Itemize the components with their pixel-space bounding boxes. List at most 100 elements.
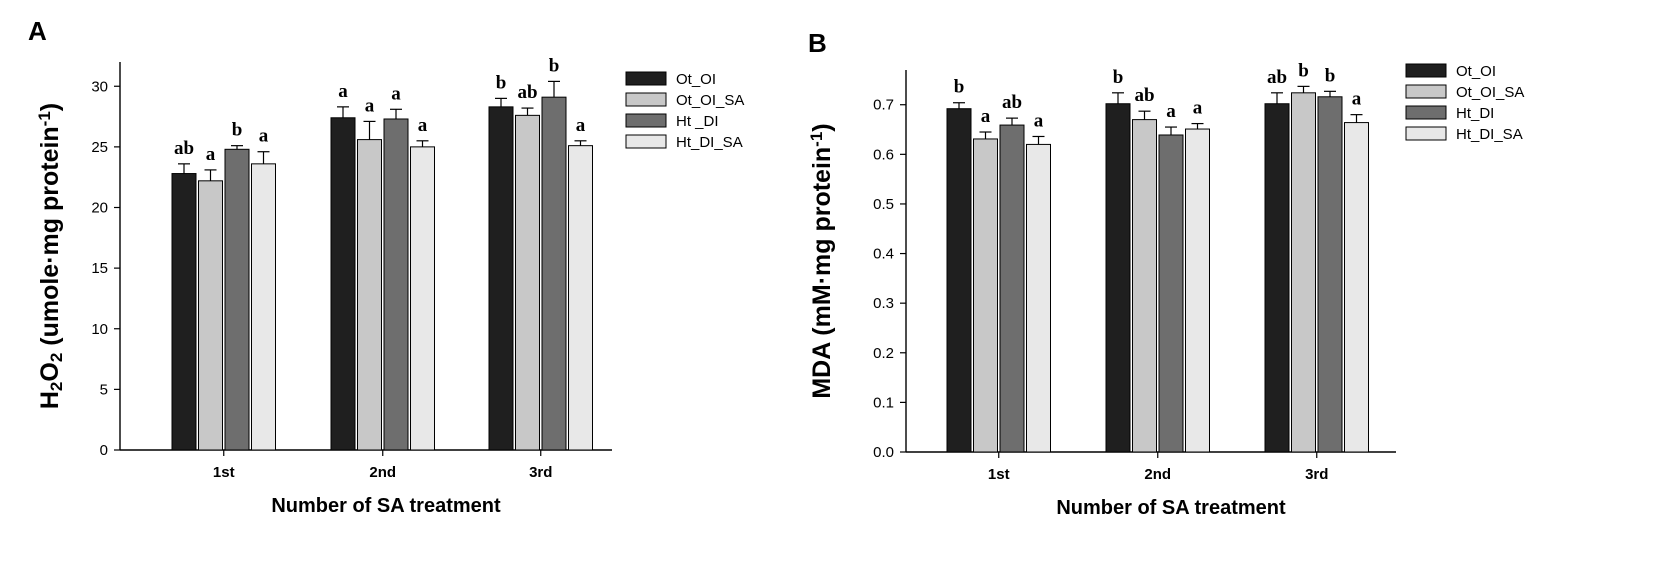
y-axis-title-part: H bbox=[36, 391, 64, 409]
significance-label: b bbox=[549, 55, 560, 76]
y-tick-label: 0.3 bbox=[873, 295, 894, 312]
panel-label: A bbox=[28, 16, 47, 46]
y-tick-label: 20 bbox=[91, 200, 108, 217]
y-tick-label: 0.0 bbox=[873, 444, 894, 461]
y-tick-label: 0.6 bbox=[873, 146, 894, 163]
bar bbox=[1026, 143, 1051, 453]
y-axis-title-part: (umole·mg protein bbox=[36, 126, 64, 352]
significance-label: b bbox=[1325, 65, 1336, 86]
significance-label: a bbox=[576, 115, 586, 136]
bar bbox=[198, 180, 223, 451]
bar bbox=[946, 108, 972, 453]
bar bbox=[1158, 134, 1184, 453]
significance-label: ab bbox=[174, 138, 194, 159]
bar bbox=[568, 145, 593, 451]
bar bbox=[1185, 128, 1210, 453]
significance-label: b bbox=[232, 120, 243, 141]
x-tick-label: 1st bbox=[213, 464, 235, 481]
bar bbox=[541, 96, 567, 451]
bar bbox=[1344, 122, 1369, 453]
significance-label: b bbox=[1298, 60, 1309, 81]
legend: Ot_OI Ot_OI_SA Ht _DI Ht_DI_SA bbox=[625, 71, 744, 151]
bar bbox=[1291, 92, 1316, 453]
x-tick-label: 3rd bbox=[529, 464, 552, 481]
y-tick-label: 30 bbox=[91, 78, 108, 95]
legend-swatch bbox=[625, 113, 667, 128]
significance-label: a bbox=[259, 126, 269, 147]
y-tick-label: 0 bbox=[100, 442, 108, 459]
legend-swatch bbox=[1405, 84, 1447, 99]
legend-swatch bbox=[1405, 105, 1447, 120]
bar bbox=[999, 124, 1025, 453]
bar bbox=[1264, 103, 1290, 453]
bar bbox=[410, 146, 435, 451]
significance-label: a bbox=[981, 106, 991, 127]
legend-swatch bbox=[625, 134, 667, 149]
bar bbox=[330, 117, 356, 451]
significance-label: b bbox=[954, 77, 965, 98]
y-axis-title-part: 2 bbox=[47, 353, 66, 362]
significance-label: a bbox=[1166, 101, 1176, 122]
legend-label: Ot_OI_SA bbox=[1456, 84, 1524, 101]
legend-swatch bbox=[1405, 63, 1447, 78]
significance-label: a bbox=[1034, 110, 1044, 131]
significance-label: ab bbox=[1002, 92, 1022, 113]
significance-label: a bbox=[365, 95, 375, 116]
x-tick-label: 1st bbox=[988, 466, 1010, 483]
y-axis-title: H2O2 (umole·mg protein-1) bbox=[35, 103, 66, 409]
legend-label: Ot_OI bbox=[1456, 63, 1496, 80]
legend-label: Ot_OI_SA bbox=[676, 92, 744, 109]
y-axis-title-part: O bbox=[36, 362, 64, 381]
legend-swatch bbox=[625, 92, 667, 107]
y-tick-label: 0.4 bbox=[873, 246, 894, 263]
bar bbox=[171, 173, 197, 451]
y-axis-title-part: -1 bbox=[35, 111, 54, 126]
legend-swatch bbox=[1405, 126, 1447, 141]
bar bbox=[973, 138, 998, 453]
significance-label: a bbox=[206, 144, 216, 165]
significance-label: a bbox=[1352, 89, 1362, 110]
legend-swatch bbox=[625, 71, 667, 86]
y-tick-label: 0.7 bbox=[873, 97, 894, 114]
y-axis-title-part: 2 bbox=[47, 382, 66, 391]
bar bbox=[357, 139, 382, 451]
y-tick-label: 5 bbox=[100, 381, 108, 398]
bar bbox=[515, 114, 540, 451]
x-axis-title: Number of SA treatment bbox=[1056, 497, 1286, 519]
x-tick-label: 2nd bbox=[1144, 466, 1171, 483]
bar bbox=[224, 148, 250, 451]
legend-label: Ht_DI_SA bbox=[1456, 126, 1523, 143]
legend: Ot_OI Ot_OI_SA Ht_DI Ht_DI_SA bbox=[1405, 63, 1524, 143]
bar bbox=[1132, 119, 1157, 453]
significance-label: ab bbox=[517, 82, 537, 103]
bar bbox=[383, 118, 409, 451]
significance-label: b bbox=[496, 72, 507, 93]
chart-panel-b: B0.00.10.20.30.40.50.60.71stbaaba2ndbaba… bbox=[807, 28, 1524, 519]
significance-label: b bbox=[1113, 67, 1124, 88]
significance-label: a bbox=[338, 81, 348, 102]
bar bbox=[488, 106, 514, 451]
bar bbox=[1317, 96, 1343, 453]
legend-label: Ot_OI bbox=[676, 71, 716, 88]
legend-label: Ht _DI bbox=[676, 113, 719, 130]
y-axis-title-part: -1 bbox=[807, 132, 826, 147]
y-tick-label: 0.1 bbox=[873, 394, 894, 411]
y-axis-title: MDA (mM·mg protein-1) bbox=[807, 123, 836, 398]
x-tick-label: 2nd bbox=[369, 464, 396, 481]
x-tick-label: 3rd bbox=[1305, 466, 1328, 483]
bar bbox=[1105, 103, 1131, 453]
y-tick-label: 10 bbox=[91, 321, 108, 338]
legend-label: Ht_DI_SA bbox=[676, 134, 743, 151]
bar bbox=[251, 163, 276, 451]
panel-label: B bbox=[808, 28, 827, 58]
x-axis-title: Number of SA treatment bbox=[271, 495, 501, 517]
y-axis-title-part: ) bbox=[808, 123, 836, 131]
significance-label: a bbox=[1193, 98, 1203, 119]
significance-label: ab bbox=[1134, 85, 1154, 106]
y-tick-label: 25 bbox=[91, 139, 108, 156]
y-tick-label: 15 bbox=[91, 260, 108, 277]
significance-label: ab bbox=[1267, 67, 1287, 88]
y-tick-label: 0.2 bbox=[873, 345, 894, 362]
